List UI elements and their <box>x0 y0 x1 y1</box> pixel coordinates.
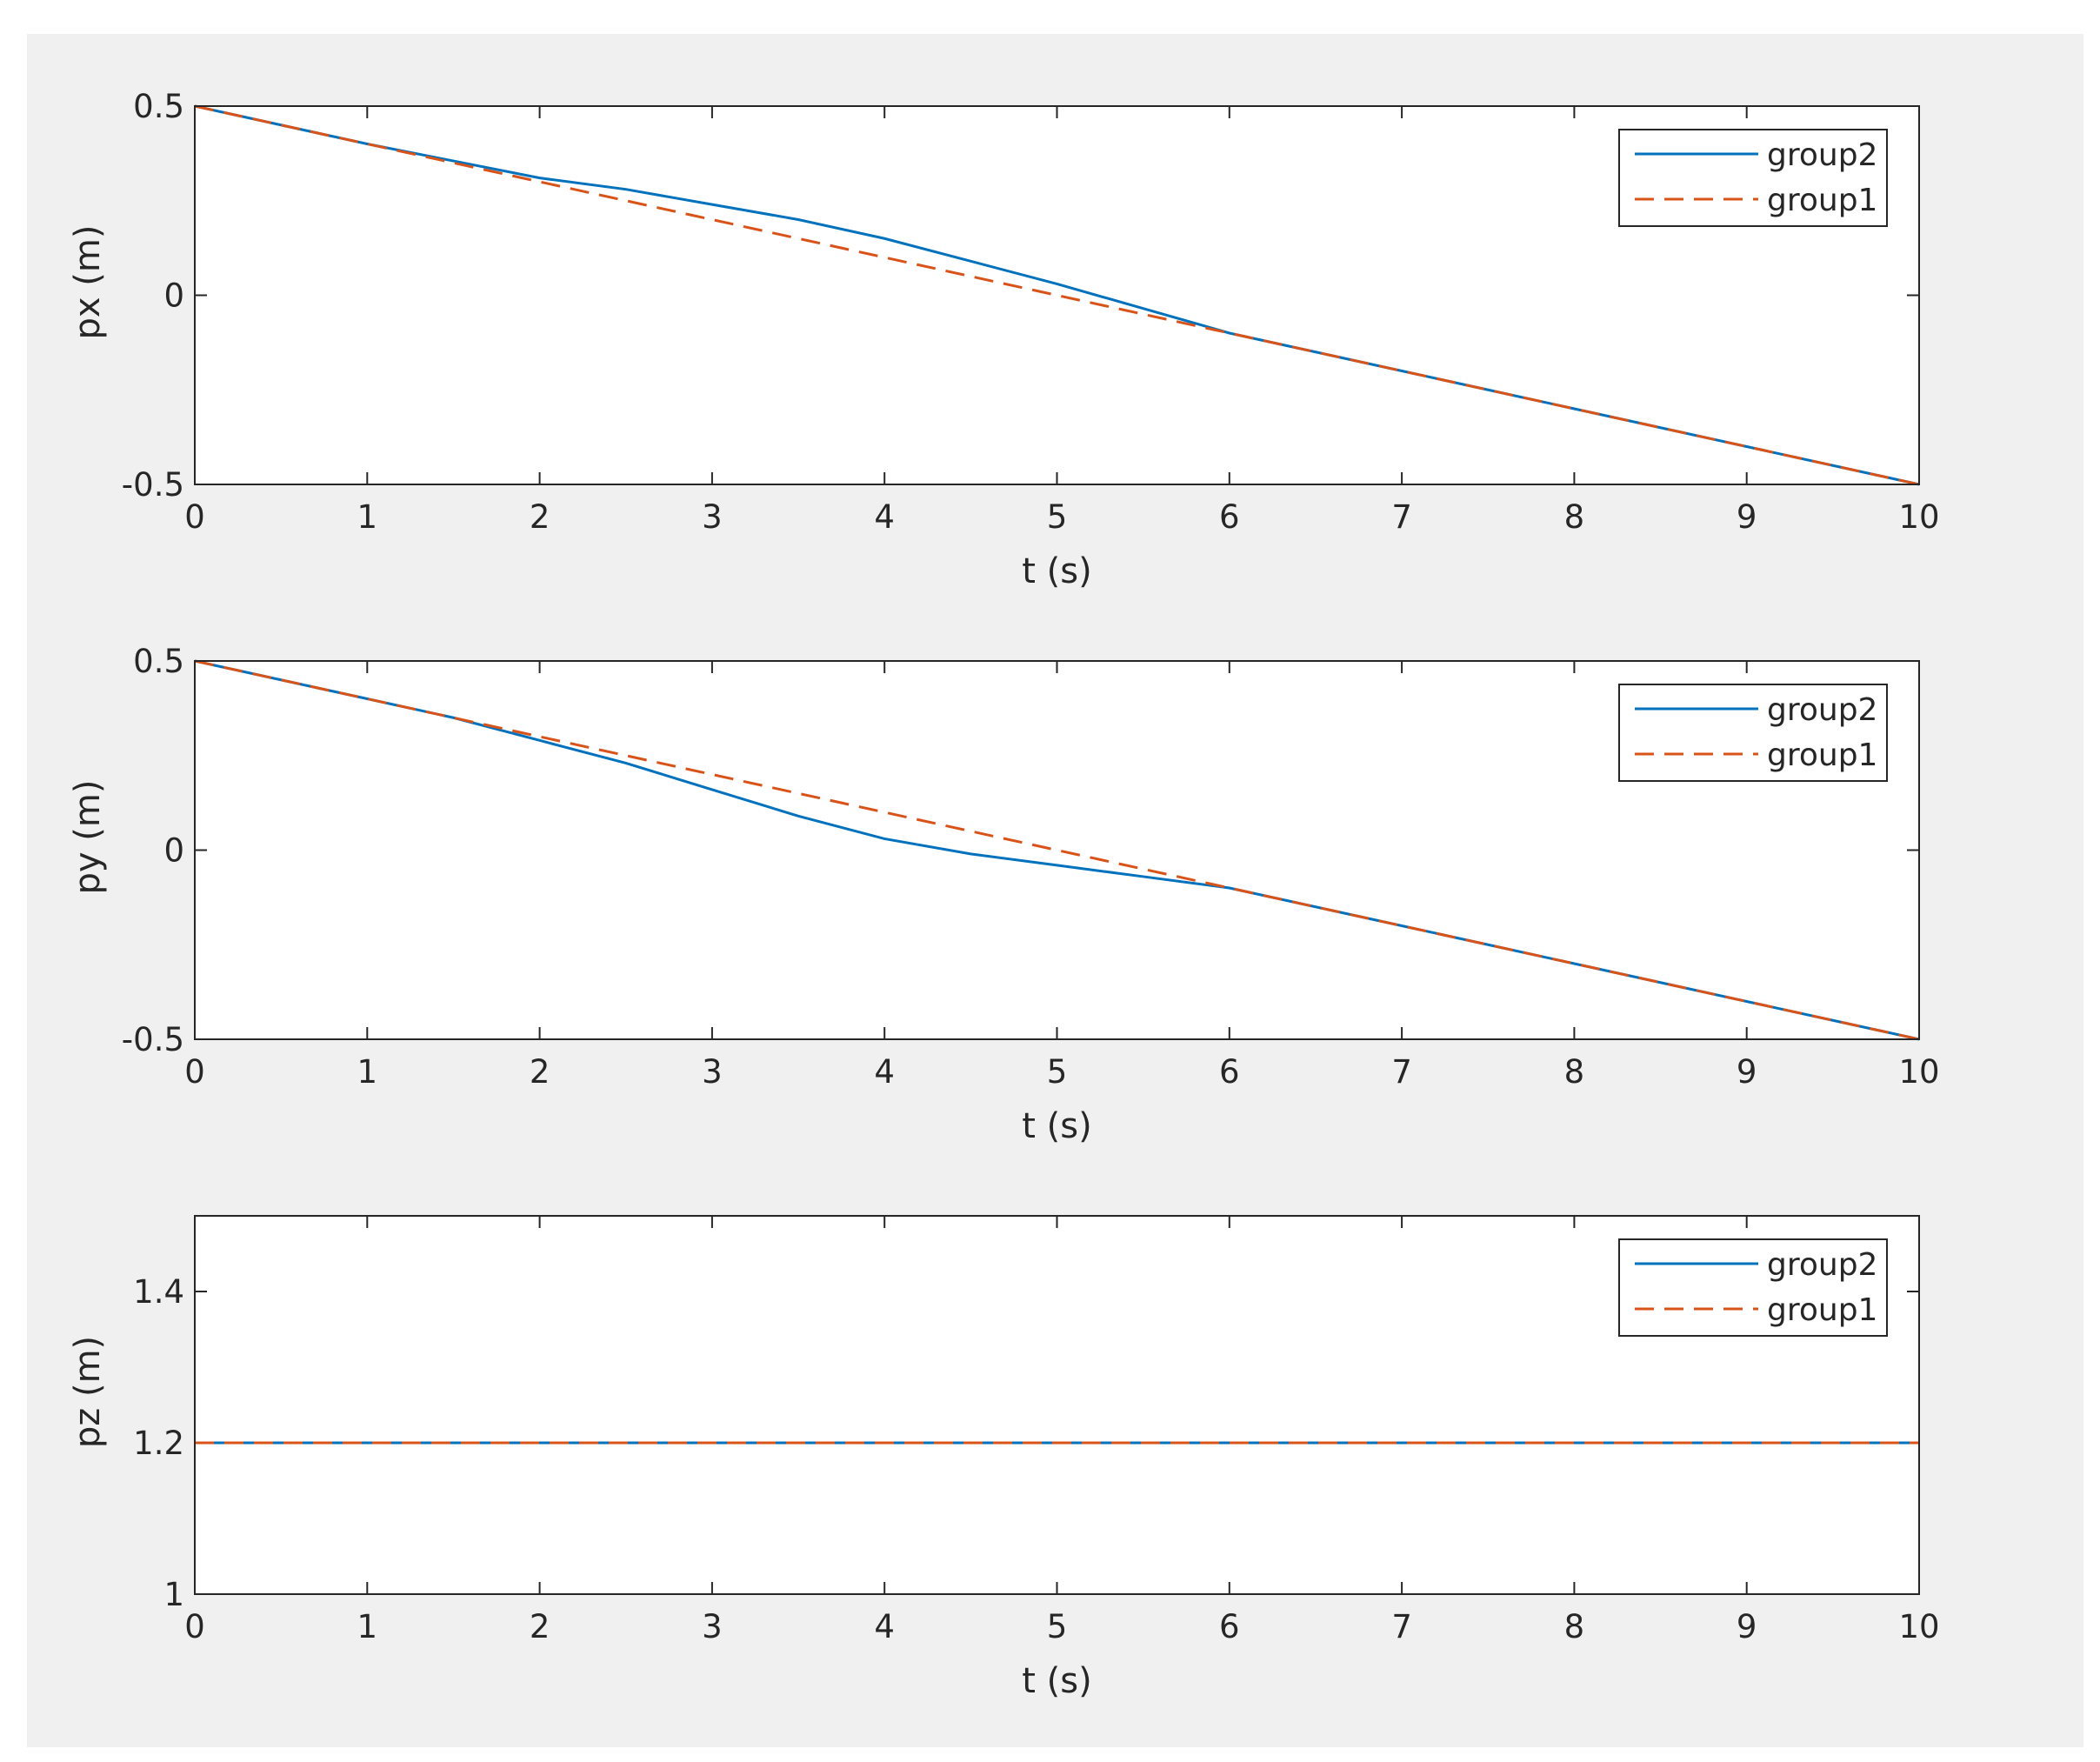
x-tick-label: 7 <box>1391 498 1412 536</box>
legend-label: group2 <box>1767 692 1877 728</box>
x-tick-label: 1 <box>357 1608 378 1645</box>
x-tick-label: 5 <box>1047 498 1068 536</box>
x-tick-label: 8 <box>1564 1053 1585 1091</box>
y-tick-label: 0.5 <box>133 643 184 680</box>
x-tick-label: 7 <box>1391 1608 1412 1645</box>
legend-box <box>1618 129 1888 227</box>
x-tick-label: 6 <box>1219 1608 1240 1645</box>
legend-label: group1 <box>1767 1292 1877 1328</box>
x-tick-label: 9 <box>1737 1053 1757 1091</box>
x-tick-label: 5 <box>1047 1608 1068 1645</box>
y-tick-label: 0 <box>163 832 184 870</box>
x-tick-label: 4 <box>874 1608 895 1645</box>
x-tick-label: 9 <box>1737 1608 1757 1645</box>
x-axis-label: t (s) <box>1022 551 1091 591</box>
x-tick-label: 7 <box>1391 1053 1412 1091</box>
x-tick-label: 6 <box>1219 498 1240 536</box>
x-tick-label: 2 <box>530 1053 550 1091</box>
y-axis-label: pz (m) <box>68 1336 108 1448</box>
legend-box <box>1618 684 1888 782</box>
x-axis-label: t (s) <box>1022 1661 1091 1701</box>
y-tick-label: -0.5 <box>122 466 184 504</box>
x-tick-label: 4 <box>874 1053 895 1091</box>
x-tick-label: 3 <box>702 498 723 536</box>
y-tick-label: -0.5 <box>122 1021 184 1058</box>
series-line <box>194 104 1920 486</box>
x-tick-label: 10 <box>1898 1053 1939 1091</box>
x-tick-label: 3 <box>702 1608 723 1645</box>
x-tick-label: 9 <box>1737 498 1757 536</box>
x-tick-label: 10 <box>1898 498 1939 536</box>
legend-box <box>1618 1238 1888 1337</box>
legend-label: group1 <box>1767 738 1877 773</box>
axes-box <box>194 660 1920 1040</box>
legend-label: group2 <box>1767 137 1877 173</box>
x-tick-label: 5 <box>1047 1053 1068 1091</box>
x-tick-label: 8 <box>1564 498 1585 536</box>
y-tick-label: 0 <box>163 277 184 315</box>
series-line <box>194 659 1920 1041</box>
x-tick-label: 0 <box>184 1608 205 1645</box>
y-tick-label: 0.5 <box>133 88 184 125</box>
x-tick-label: 2 <box>530 498 550 536</box>
y-axis-label: py (m) <box>68 780 108 895</box>
y-tick-label: 1.2 <box>133 1425 184 1462</box>
legend-label: group2 <box>1767 1247 1877 1283</box>
y-tick-label: 1 <box>163 1576 184 1613</box>
x-tick-label: 6 <box>1219 1053 1240 1091</box>
x-tick-label: 1 <box>357 1053 378 1091</box>
x-tick-label: 0 <box>184 498 205 536</box>
legend-label: group1 <box>1767 183 1877 218</box>
x-axis-label: t (s) <box>1022 1106 1091 1146</box>
axes-box <box>194 1215 1920 1595</box>
x-tick-label: 3 <box>702 1053 723 1091</box>
y-axis-label: px (m) <box>68 225 108 340</box>
x-tick-label: 10 <box>1898 1608 1939 1645</box>
x-tick-label: 0 <box>184 1053 205 1091</box>
x-tick-label: 1 <box>357 498 378 536</box>
x-tick-label: 8 <box>1564 1608 1585 1645</box>
x-tick-label: 4 <box>874 498 895 536</box>
x-tick-label: 2 <box>530 1608 550 1645</box>
y-tick-label: 1.4 <box>133 1273 184 1311</box>
axes-box <box>194 105 1920 485</box>
